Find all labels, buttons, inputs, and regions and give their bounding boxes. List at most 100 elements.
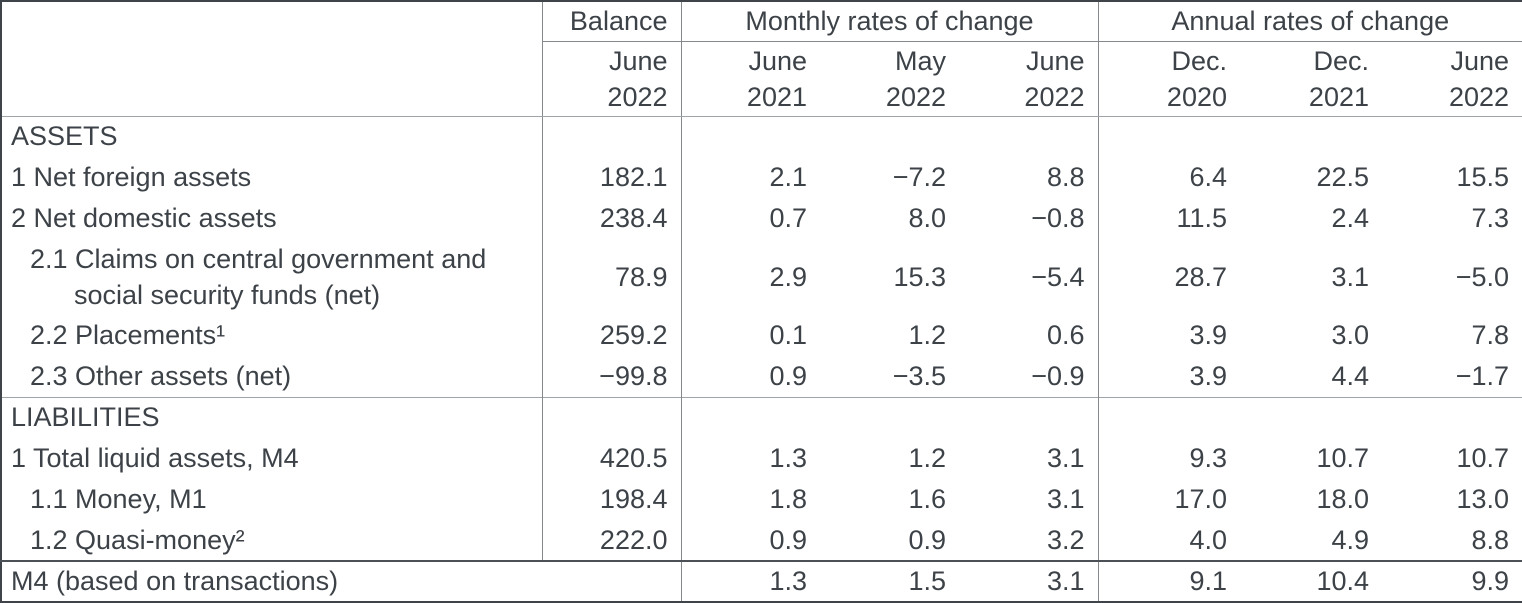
- period-year: 2021: [1308, 81, 1369, 112]
- row-label-line1: 2.1 Claims on central government and: [30, 244, 487, 274]
- annual-value: 3.9: [1189, 320, 1227, 350]
- monthly-value: 0.1: [769, 320, 807, 350]
- balance-value: 78.9: [542, 239, 682, 315]
- empty-cell: [820, 396, 959, 438]
- empty-cell: [1098, 116, 1240, 157]
- period-month: Dec.: [1171, 45, 1227, 76]
- monthly-value: −0.8: [959, 198, 1099, 239]
- period-header: Dec. 2020: [1098, 41, 1240, 117]
- period-header: June 2021: [681, 41, 820, 117]
- table-row: 2 Net domestic assets 238.4 0.7 8.0 −0.8…: [1, 198, 1522, 239]
- monthly-value: 0.6: [959, 315, 1099, 356]
- balance-value: 222.0: [542, 520, 682, 561]
- annual-value: −5.0: [1455, 261, 1510, 292]
- monthly-value: −0.9: [959, 356, 1099, 397]
- table-row: 2.3 Other assets (net) −99.8 0.9 −3.5 −0…: [1, 356, 1522, 397]
- empty-cell: [959, 116, 1099, 157]
- footer-row: M4 (based on transactions) 1.3 1.5 3.1 9…: [1, 560, 1522, 602]
- balance-value: −99.8: [542, 356, 682, 397]
- monthly-value: 1.5: [820, 560, 959, 602]
- period-year: 2022: [607, 81, 668, 112]
- monthly-value: 8.0: [908, 203, 946, 233]
- annual-value: 9.1: [1098, 560, 1240, 602]
- period-month: June: [608, 45, 668, 76]
- annual-value: 4.0: [1189, 524, 1227, 555]
- monthly-value: 1.3: [681, 560, 820, 602]
- annual-value: 9.3: [1189, 443, 1227, 473]
- monthly-value: 1.2: [908, 320, 946, 350]
- table-row: 1 Total liquid assets, M4 420.5 1.3 1.2 …: [1, 438, 1522, 479]
- monthly-value: 3.1: [959, 560, 1099, 602]
- empty-cell: [1382, 396, 1522, 438]
- annual-value: 9.9: [1382, 560, 1522, 602]
- row-label: 2.1 Claims on central government and soc…: [1, 239, 543, 315]
- monthly-value: 2.1: [769, 162, 807, 192]
- section-row-liabilities: LIABILITIES: [1, 396, 1522, 438]
- table-row: 1 Net foreign assets 182.1 2.1 −7.2 8.8 …: [1, 157, 1522, 198]
- monthly-value: 1.8: [769, 484, 807, 514]
- annual-value: 10.4: [1240, 560, 1382, 602]
- period-year: 2022: [1448, 81, 1510, 112]
- row-label: 1.1 Money, M1: [1, 479, 543, 520]
- empty-cell: [959, 396, 1099, 438]
- period-header: May 2022: [820, 41, 959, 117]
- footer-label: M4 (based on transactions): [1, 560, 682, 602]
- period-month: Dec.: [1313, 45, 1369, 76]
- period-month: June: [1025, 45, 1085, 76]
- balance-value: 182.1: [542, 157, 682, 198]
- monthly-value: 3.2: [959, 520, 1099, 561]
- empty-cell: [681, 396, 820, 438]
- empty-cell: [1098, 396, 1240, 438]
- row-label: 1 Total liquid assets, M4: [1, 438, 543, 479]
- annual-value: 4.4: [1331, 360, 1369, 391]
- row-label: 2 Net domestic assets: [1, 198, 543, 239]
- annual-value: 28.7: [1174, 261, 1227, 292]
- annual-value: 7.8: [1471, 320, 1510, 350]
- monthly-value: 3.1: [959, 479, 1099, 520]
- annual-value: 4.9: [1331, 524, 1369, 555]
- monthly-value: 0.9: [908, 524, 946, 555]
- balance-value: 198.4: [542, 479, 682, 520]
- header-group-row: Balance Monthly rates of change Annual r…: [1, 1, 1522, 117]
- row-label: 2.2 Placements¹: [1, 315, 543, 356]
- stub-header-cell: [1, 1, 543, 117]
- period-month: June: [1450, 45, 1510, 76]
- monthly-value: 3.1: [959, 438, 1099, 479]
- period-year: 2022: [885, 81, 946, 112]
- period-header: Dec. 2021: [1240, 41, 1382, 117]
- annual-value: 2.4: [1331, 203, 1369, 233]
- row-label: 1.2 Quasi-money²: [1, 520, 543, 561]
- annual-value: 18.0: [1316, 484, 1369, 514]
- period-header: June 2022: [959, 41, 1099, 117]
- section-row-assets: ASSETS: [1, 116, 1522, 157]
- monthly-value: −5.4: [959, 239, 1099, 315]
- monthly-value: 15.3: [893, 261, 946, 292]
- header-period-row: June 2022 June 2021 May 2022 June 2022 D…: [1, 41, 1522, 117]
- annual-value: 11.5: [1176, 203, 1227, 233]
- empty-cell: [820, 116, 959, 157]
- monthly-value: 0.7: [769, 203, 807, 233]
- annual-value: 3.0: [1331, 320, 1369, 350]
- period-year: 2022: [1024, 81, 1085, 112]
- annual-value: 7.3: [1471, 203, 1510, 233]
- annual-value: 10.7: [1456, 443, 1510, 473]
- table-row: 1.1 Money, M1 198.4 1.8 1.6 3.1 17.0 18.…: [1, 479, 1522, 520]
- annual-value: 22.5: [1316, 162, 1369, 192]
- monthly-group-header: Monthly rates of change: [681, 1, 1099, 42]
- annual-value: 10.7: [1316, 443, 1369, 473]
- empty-cell: [681, 116, 820, 157]
- monthly-value: 0.9: [769, 360, 807, 391]
- annual-value: 13.0: [1456, 484, 1510, 514]
- empty-cell: [1382, 116, 1522, 157]
- empty-cell: [542, 396, 682, 438]
- monthly-value: −7.2: [892, 162, 946, 192]
- annual-value: 17.0: [1174, 484, 1227, 514]
- balance-value: 238.4: [542, 198, 682, 239]
- empty-cell: [1240, 396, 1382, 438]
- balance-header: Balance: [542, 1, 682, 42]
- table-row: 2.2 Placements¹ 259.2 0.1 1.2 0.6 3.9 3.…: [1, 315, 1522, 356]
- annual-value: 15.5: [1456, 162, 1510, 192]
- table-row: 1.2 Quasi-money² 222.0 0.9 0.9 3.2 4.0 4…: [1, 520, 1522, 561]
- period-year: 2020: [1166, 81, 1227, 112]
- monthly-value: 2.9: [769, 261, 807, 292]
